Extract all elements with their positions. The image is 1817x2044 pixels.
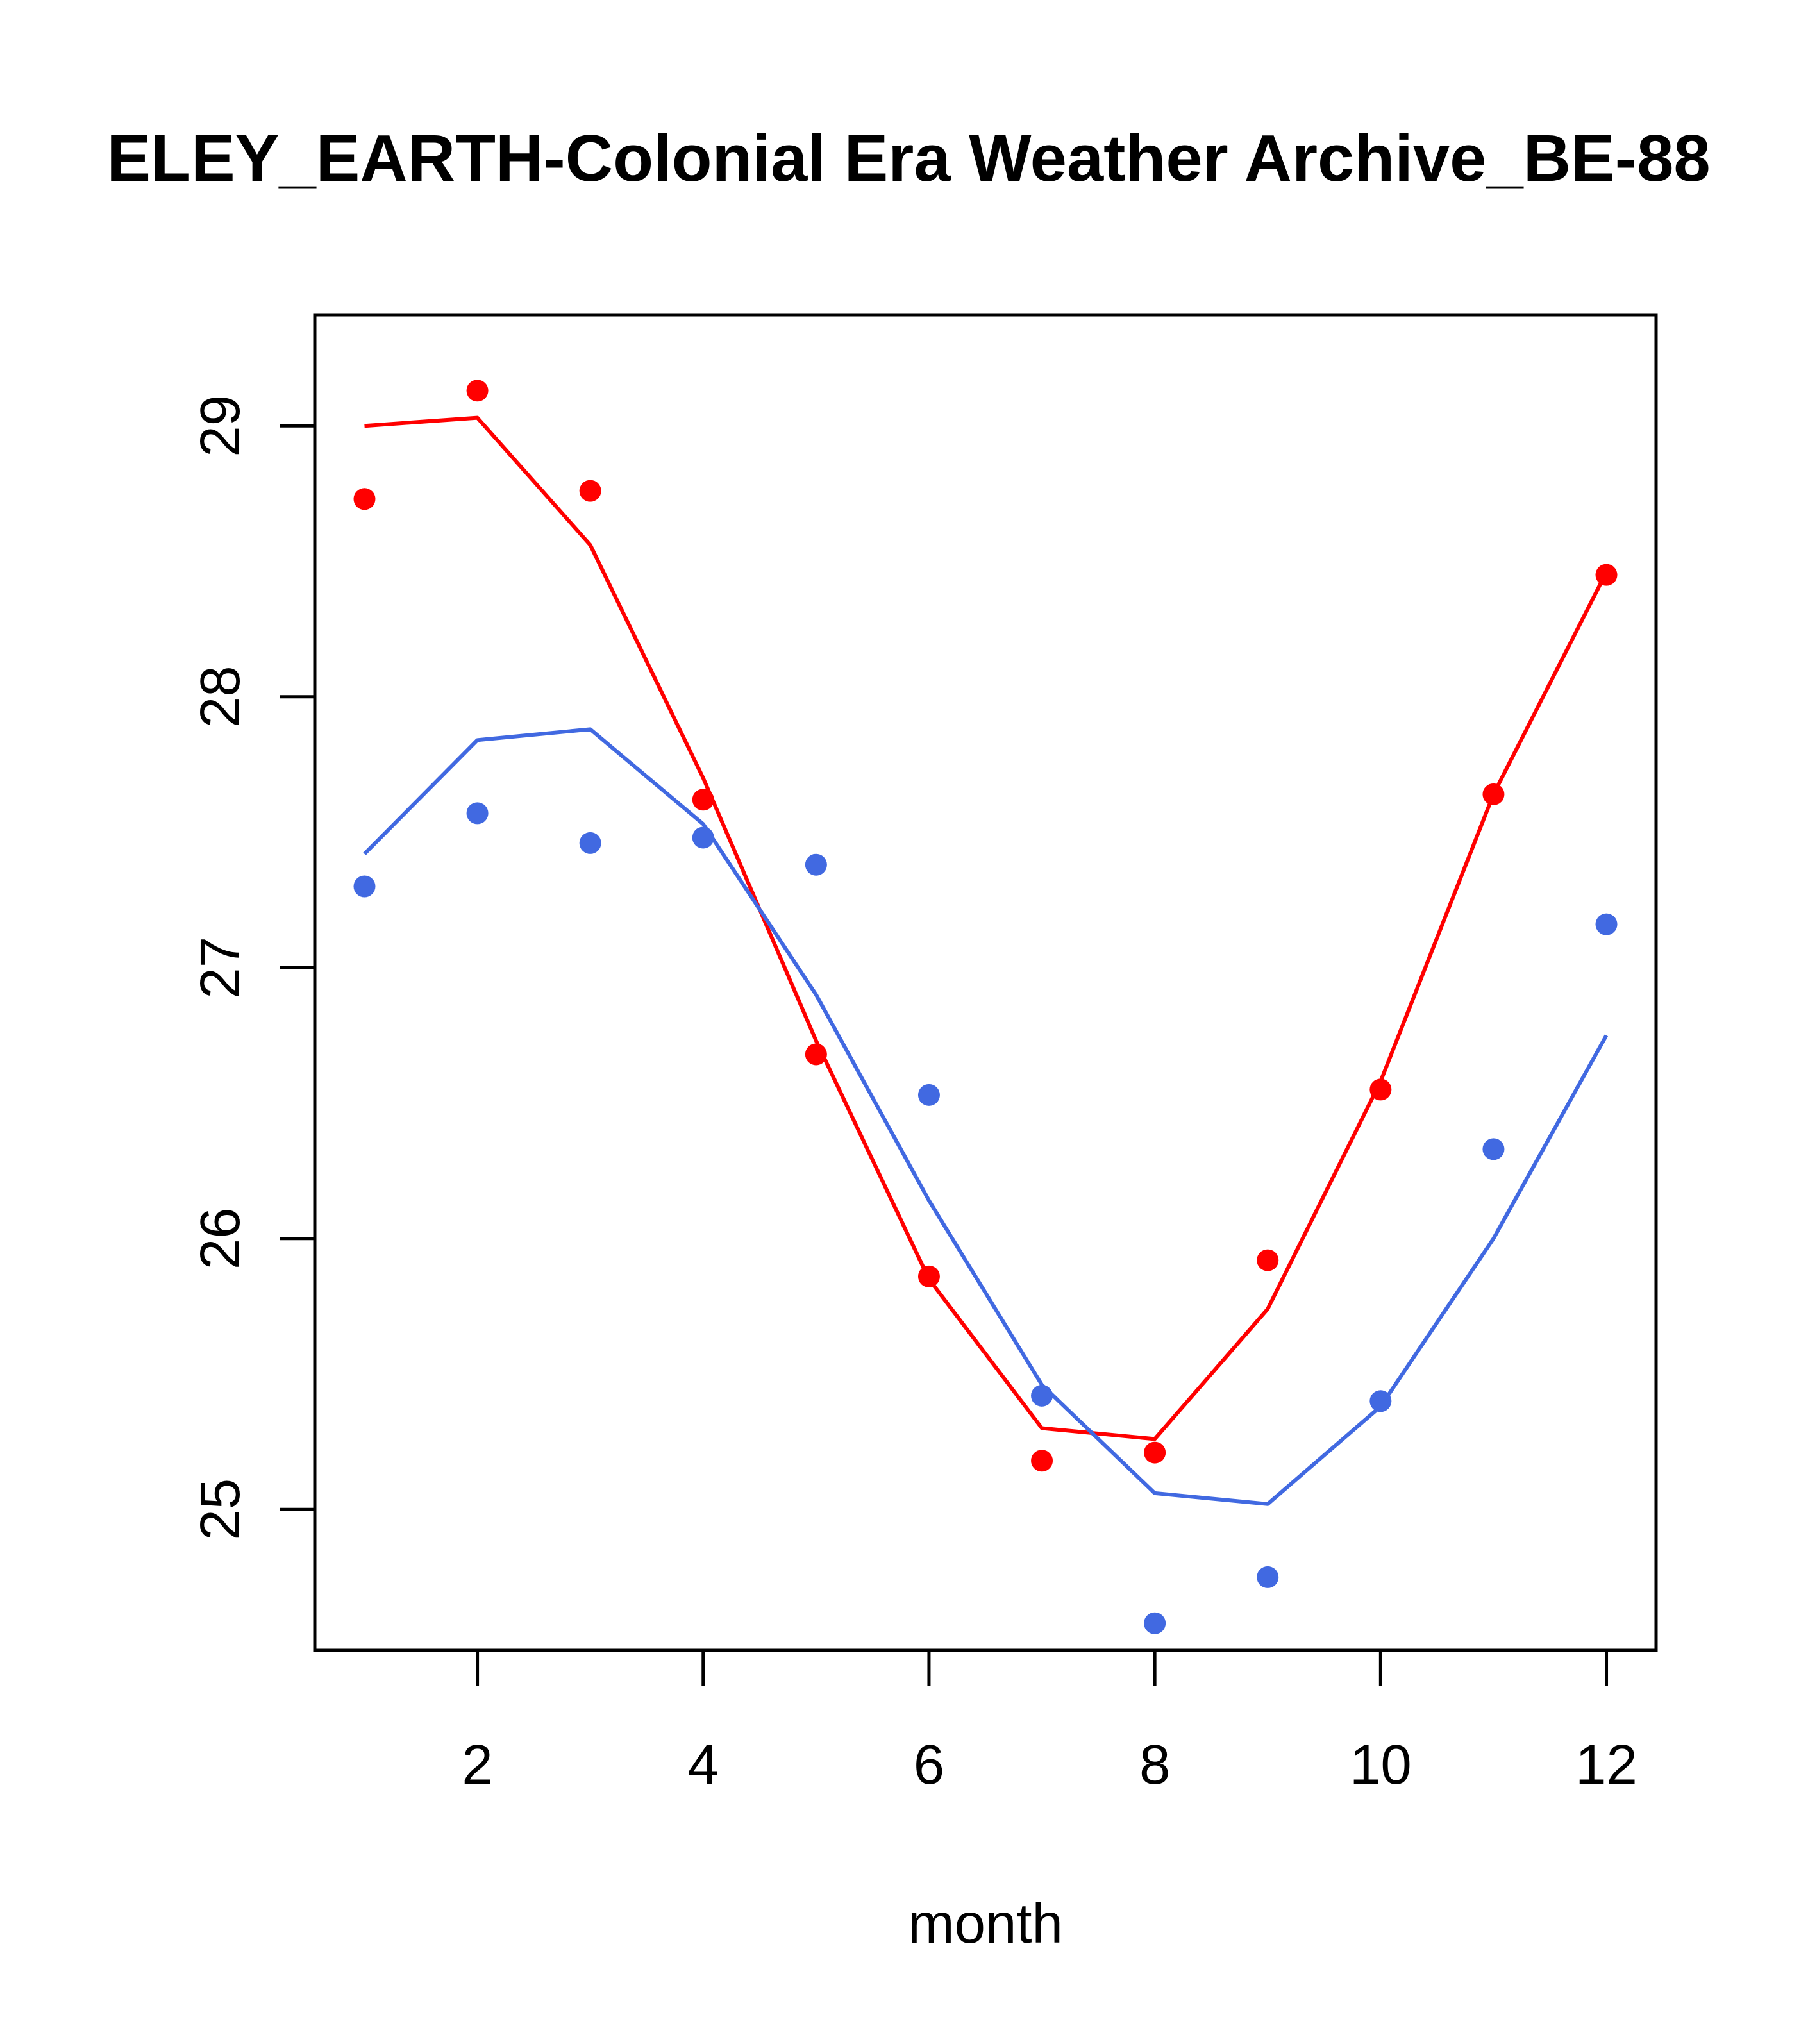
series-2-point-7 bbox=[1031, 1384, 1053, 1407]
series-2-point-12 bbox=[1595, 913, 1618, 935]
series-1-point-9 bbox=[1257, 1249, 1279, 1271]
series-1-point-1 bbox=[353, 488, 376, 510]
series-1-line bbox=[364, 415, 1609, 1441]
series-1-point-8 bbox=[1144, 1441, 1166, 1464]
series-2-point-3 bbox=[579, 832, 601, 854]
series-1-point-6 bbox=[917, 1265, 940, 1287]
x-tick-label-2: 2 bbox=[462, 1734, 492, 1796]
series-1-point-4 bbox=[692, 789, 714, 811]
x-tick-label-6: 6 bbox=[914, 1734, 944, 1796]
series-2-point-9 bbox=[1257, 1566, 1279, 1588]
x-tick-label-10: 10 bbox=[1350, 1734, 1412, 1796]
series-2-point-6 bbox=[917, 1084, 940, 1106]
series-2-point-11 bbox=[1482, 1138, 1505, 1160]
series-2-point-4 bbox=[692, 826, 714, 849]
plot-frame bbox=[313, 313, 1658, 1652]
x-tick-label-12: 12 bbox=[1575, 1734, 1637, 1796]
y-tick-label-29: 29 bbox=[189, 395, 251, 457]
series-2-point-8 bbox=[1144, 1612, 1166, 1634]
series-1-point-7 bbox=[1031, 1450, 1053, 1472]
y-axis: 25 26 27 28 29 bbox=[189, 395, 315, 1541]
x-tick-label-4: 4 bbox=[688, 1734, 719, 1796]
series-2-point-10 bbox=[1369, 1390, 1392, 1412]
y-tick-label-26: 26 bbox=[189, 1207, 251, 1269]
series-2-point-5 bbox=[805, 853, 827, 876]
series-1-point-11 bbox=[1482, 783, 1505, 805]
series-2-point-1 bbox=[353, 875, 376, 898]
series-1-point-3 bbox=[579, 480, 601, 502]
y-tick-label-28: 28 bbox=[189, 666, 251, 728]
x-axis: 2 4 6 8 10 12 bbox=[462, 1650, 1637, 1796]
series-1-point-12 bbox=[1595, 564, 1618, 586]
y-tick-label-27: 27 bbox=[189, 937, 251, 999]
x-tick-label-8: 8 bbox=[1139, 1734, 1170, 1796]
series-1-point-2 bbox=[466, 380, 489, 402]
series-layer bbox=[353, 380, 1618, 1634]
series-2-line bbox=[363, 727, 1609, 1506]
y-tick-label-25: 25 bbox=[189, 1479, 251, 1541]
series-1-point-10 bbox=[1369, 1078, 1392, 1101]
x-axis-label: month bbox=[908, 1893, 1063, 1955]
chart-title: ELEY_EARTH-Colonial Era Weather Archive_… bbox=[106, 121, 1710, 195]
series-2-point-2 bbox=[466, 802, 489, 825]
series-1-point-5 bbox=[805, 1043, 827, 1066]
